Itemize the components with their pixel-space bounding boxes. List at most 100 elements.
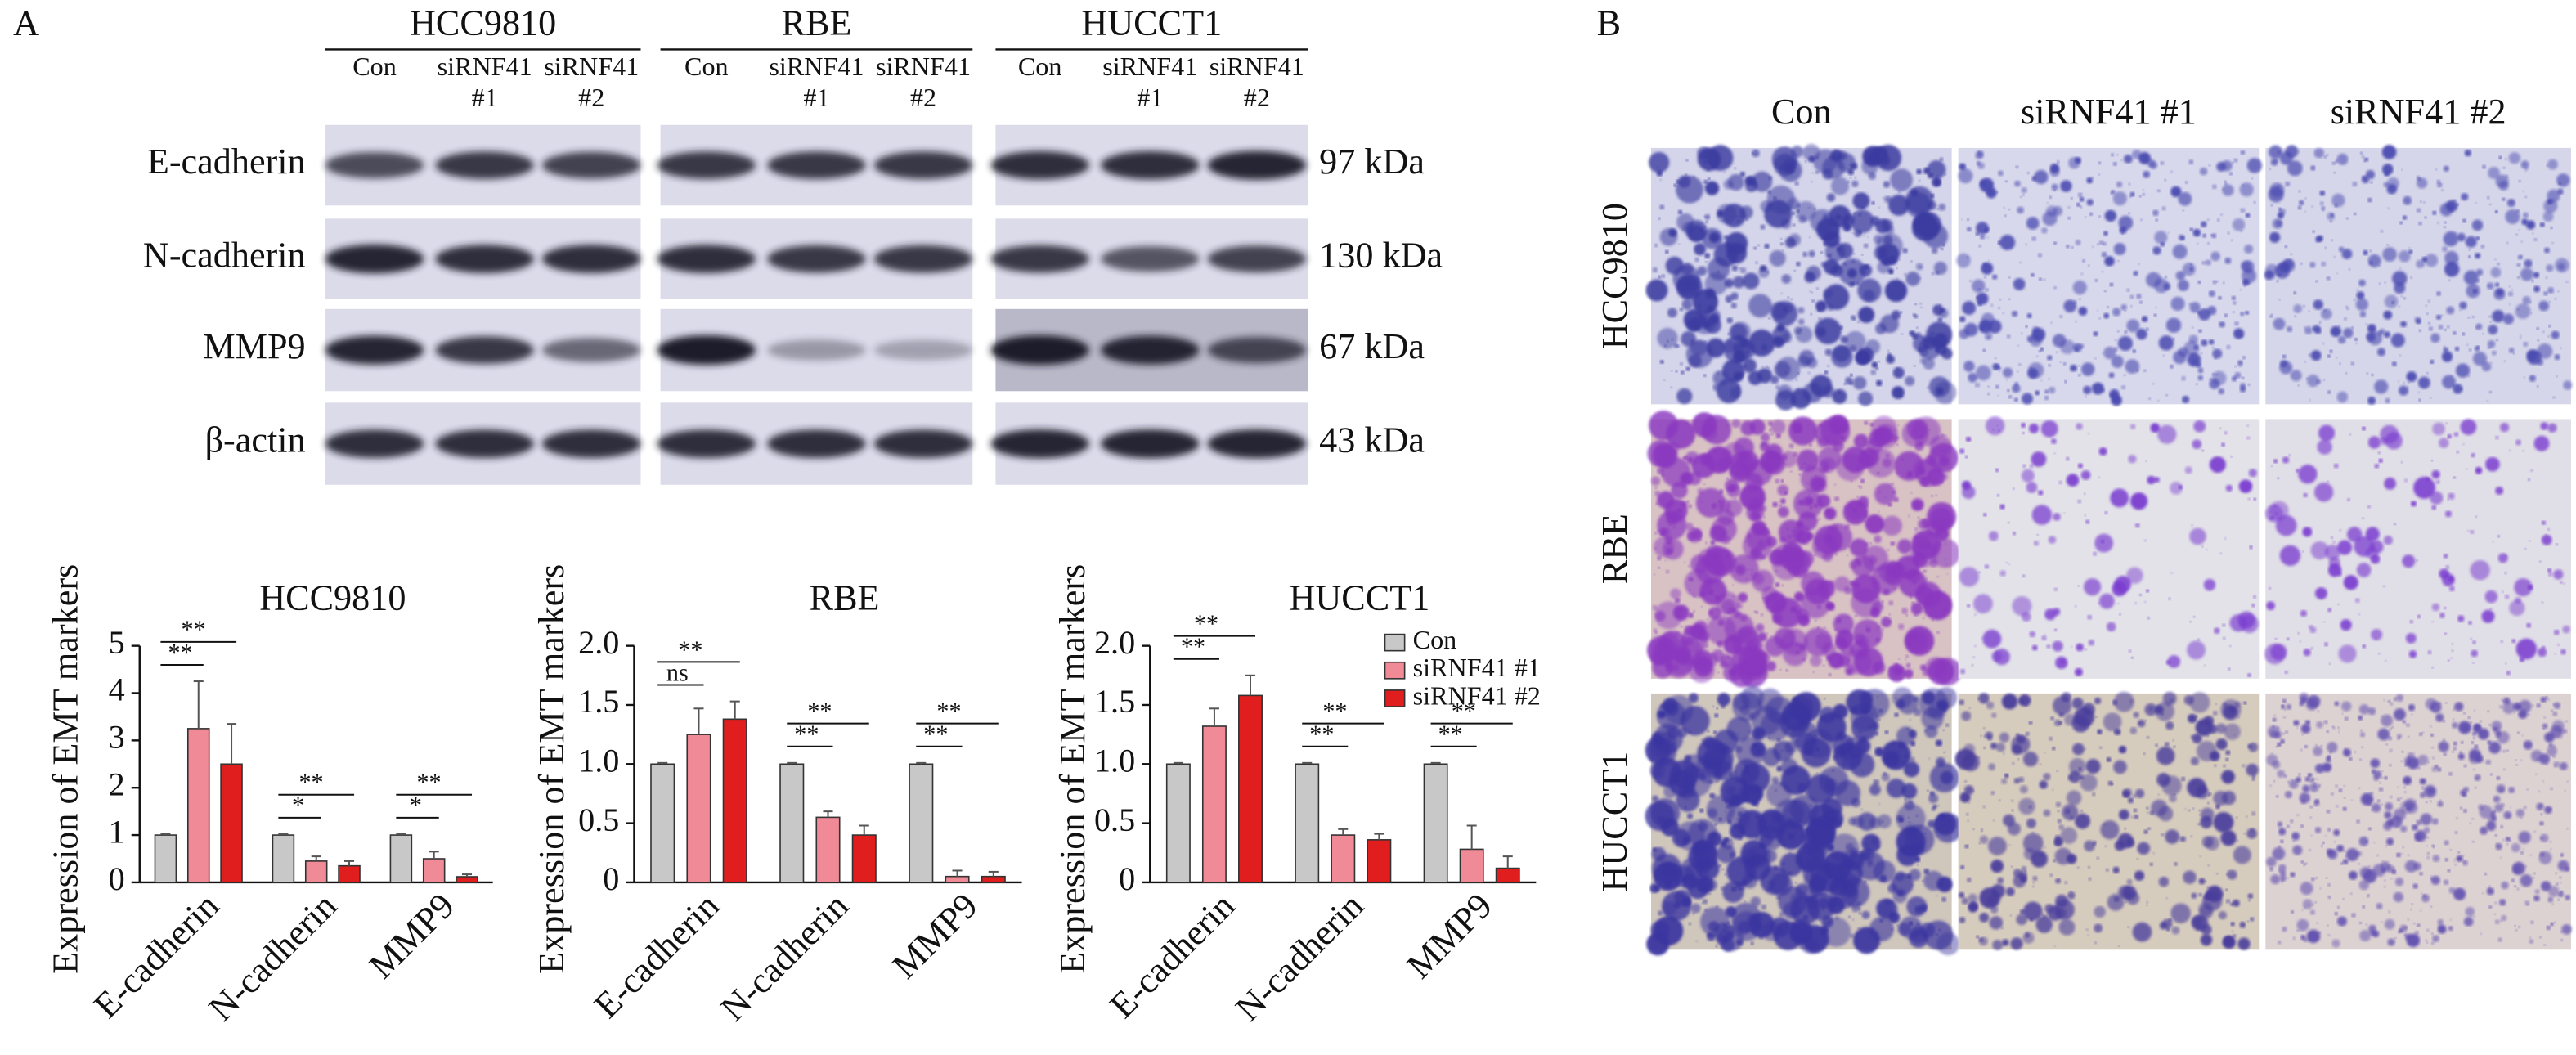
cell-blob bbox=[2486, 887, 2494, 896]
cell-blob bbox=[2212, 372, 2215, 375]
cell-blob bbox=[1987, 259, 1990, 262]
cell-blob bbox=[2403, 791, 2407, 794]
cell-blob bbox=[1703, 483, 1706, 485]
cell-blob bbox=[1915, 263, 1923, 271]
cell-blob bbox=[2112, 581, 2127, 597]
cell-blob bbox=[2280, 839, 2284, 843]
cell-blob bbox=[1842, 767, 1846, 770]
cell-blob bbox=[1714, 823, 1717, 826]
cell-blob bbox=[2518, 709, 2528, 719]
cell-blob bbox=[1902, 248, 1908, 254]
cell-blob bbox=[2024, 870, 2027, 873]
cell-blob bbox=[1739, 215, 1742, 218]
cell-blob bbox=[2319, 201, 2324, 206]
cell-blob bbox=[2094, 941, 2097, 945]
cell-blob bbox=[2022, 574, 2026, 578]
cell-blob bbox=[1742, 767, 1750, 776]
cell-blob bbox=[2509, 599, 2525, 617]
cell-blob bbox=[1761, 528, 1770, 536]
cell-blob bbox=[1705, 541, 1708, 545]
cell-blob bbox=[2447, 498, 2449, 501]
cell-blob bbox=[2393, 808, 2406, 821]
cell-blob bbox=[2459, 301, 2467, 310]
cell-blob bbox=[2247, 384, 2251, 386]
cell-blob bbox=[2453, 741, 2457, 746]
cell-blob bbox=[1981, 262, 1994, 275]
cell-blob bbox=[2542, 645, 2546, 649]
cell-blob bbox=[2402, 554, 2416, 568]
cell-blob bbox=[2445, 565, 2450, 569]
cell-blob bbox=[2316, 721, 2324, 729]
cell-blob bbox=[1824, 626, 1827, 629]
cell-blob bbox=[2084, 514, 2086, 517]
cell-blob bbox=[2193, 420, 2206, 433]
cell-blob bbox=[2091, 382, 2104, 395]
cell-blob bbox=[2049, 736, 2053, 741]
cell-blob bbox=[2402, 846, 2405, 849]
lane-label: #2 bbox=[578, 83, 604, 112]
cell-blob bbox=[1910, 260, 1913, 263]
cell-blob bbox=[2028, 721, 2033, 725]
cell-blob bbox=[2310, 877, 2315, 882]
cell-blob bbox=[1956, 253, 1971, 268]
cell-blob bbox=[1681, 370, 1685, 375]
cell-blob bbox=[2099, 746, 2103, 750]
cell-blob bbox=[1697, 147, 1721, 172]
cell-blob bbox=[2443, 720, 2446, 723]
cell-blob bbox=[2426, 928, 2430, 932]
cell-blob bbox=[2322, 209, 2325, 213]
cell-blob bbox=[1923, 833, 1927, 835]
cell-blob bbox=[2319, 190, 2326, 196]
cell-blob bbox=[1941, 348, 1953, 360]
cell-blob bbox=[2463, 917, 2474, 927]
cell-blob bbox=[2327, 758, 2332, 763]
cell-blob bbox=[2276, 186, 2279, 189]
cell-blob bbox=[1775, 570, 1778, 572]
cell-blob bbox=[2487, 285, 2490, 287]
cell-blob bbox=[2189, 620, 2192, 623]
cell-blob bbox=[1795, 900, 1797, 904]
cell-blob bbox=[1737, 856, 1739, 860]
cell-blob bbox=[2124, 900, 2127, 904]
cell-blob bbox=[2207, 242, 2210, 245]
cell-blob bbox=[2002, 752, 2005, 756]
cell-blob bbox=[1905, 272, 1921, 286]
cell-blob bbox=[1972, 656, 1975, 658]
cell-blob bbox=[2311, 777, 2315, 782]
cell-blob bbox=[1685, 451, 1699, 465]
cell-blob bbox=[1698, 536, 1701, 540]
cell-blob bbox=[2553, 569, 2564, 580]
cell-blob bbox=[1850, 374, 1853, 377]
cell-blob bbox=[2442, 246, 2448, 252]
cell-blob bbox=[2088, 865, 2090, 869]
cell-blob bbox=[1891, 310, 1901, 320]
cell-blob bbox=[1878, 802, 1881, 806]
cell-blob bbox=[2206, 218, 2210, 222]
cell-blob bbox=[1966, 256, 1969, 259]
cell-blob bbox=[2313, 785, 2317, 788]
cell-blob bbox=[1822, 585, 1824, 588]
cell-blob bbox=[2192, 439, 2202, 449]
bar bbox=[389, 834, 413, 883]
cell-blob bbox=[2331, 792, 2334, 796]
cell-blob bbox=[2486, 399, 2489, 402]
cell-blob bbox=[1851, 554, 1874, 578]
cell-blob bbox=[2278, 864, 2287, 873]
cell-blob bbox=[2017, 698, 2025, 705]
cell-blob bbox=[1739, 171, 1746, 177]
cell-blob bbox=[1821, 797, 1842, 819]
cell-blob bbox=[1811, 533, 1838, 559]
cell-blob bbox=[1797, 372, 1800, 375]
cell-blob bbox=[2377, 451, 2381, 455]
cell-blob bbox=[2383, 585, 2385, 588]
cell-blob bbox=[2215, 738, 2228, 751]
cell-blob bbox=[1732, 276, 1745, 289]
cell-blob bbox=[2211, 346, 2215, 349]
cell-blob bbox=[2280, 738, 2285, 744]
cell-blob bbox=[2485, 456, 2500, 472]
row-label: RBE bbox=[1595, 514, 1635, 584]
cell-blob bbox=[1824, 698, 1826, 700]
cell-blob bbox=[1928, 757, 1931, 761]
cell-blob bbox=[1833, 746, 1847, 759]
cell-blob bbox=[1929, 762, 1959, 793]
